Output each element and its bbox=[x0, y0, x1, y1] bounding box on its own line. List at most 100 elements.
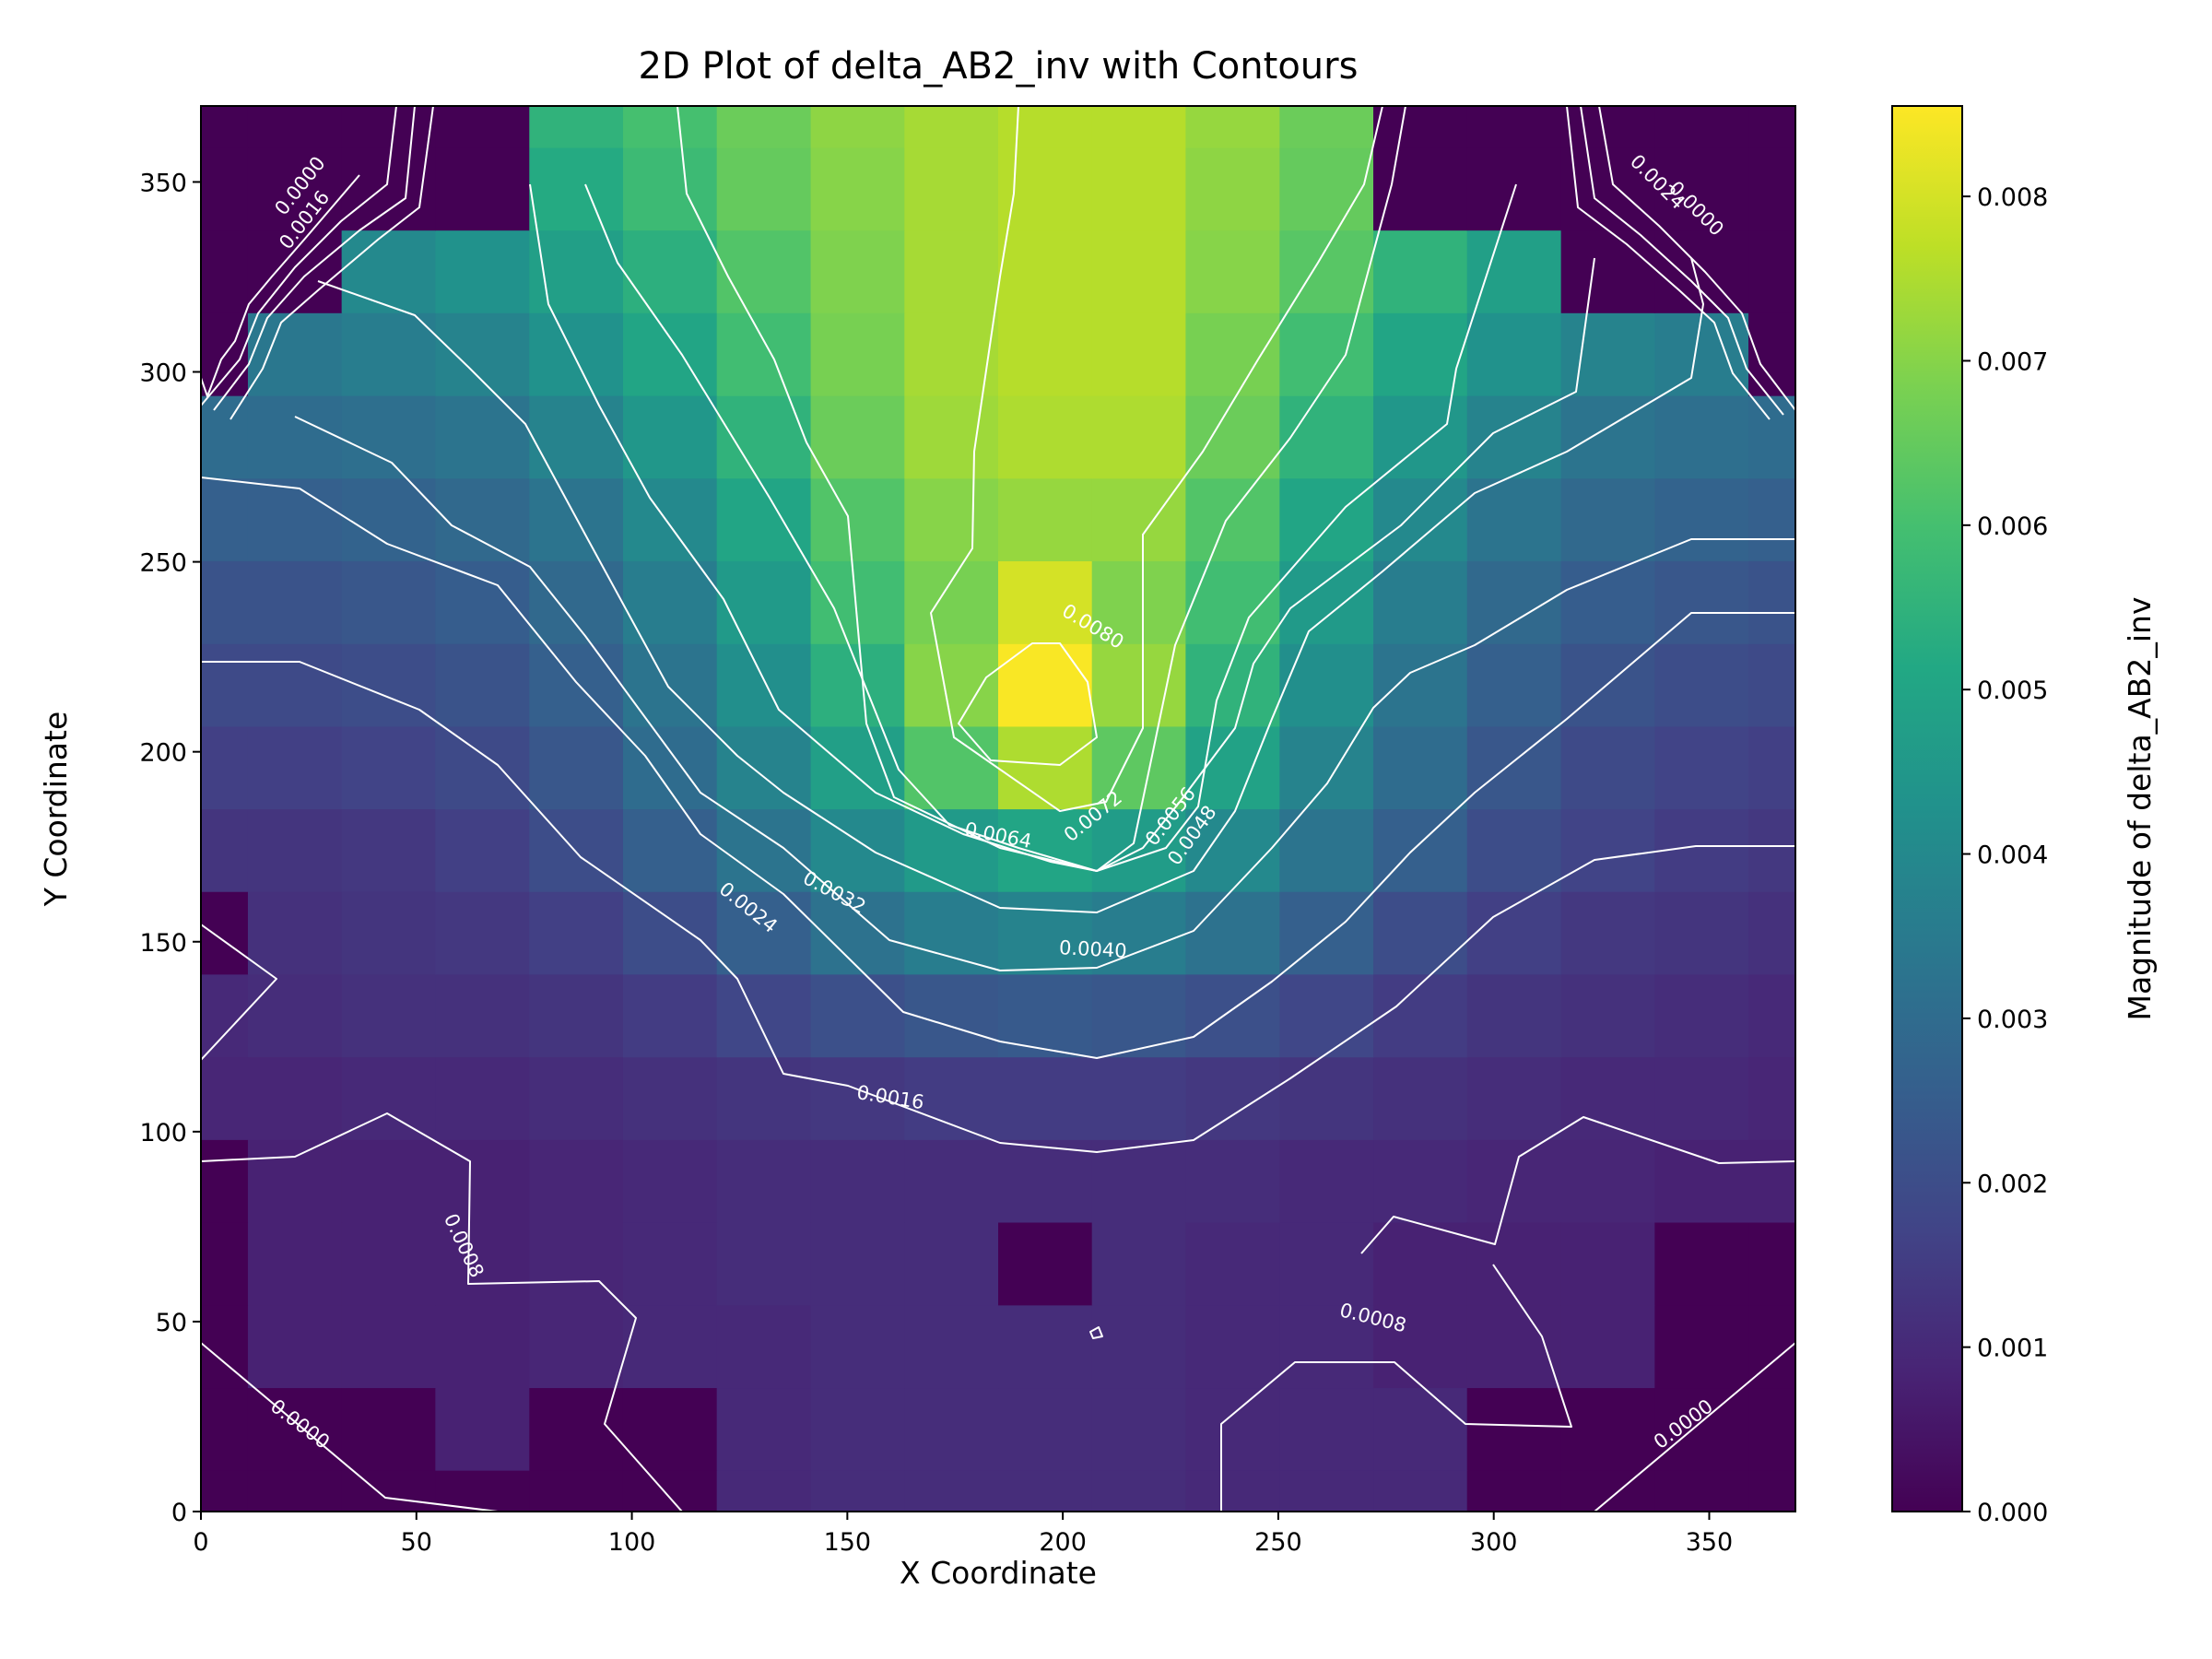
heatmap-cell bbox=[1466, 229, 1562, 313]
colorbar-tick-label: 0.003 bbox=[1977, 1006, 2048, 1034]
heatmap-cell bbox=[1748, 643, 1795, 727]
y-tick-label: 200 bbox=[139, 739, 187, 768]
heatmap-cell bbox=[998, 560, 1093, 644]
heatmap-cell bbox=[1466, 1056, 1562, 1140]
heatmap-cell bbox=[904, 808, 999, 892]
heatmap-cell bbox=[529, 106, 624, 148]
heatmap-cell bbox=[904, 1470, 999, 1512]
colorbar bbox=[1891, 105, 1963, 1512]
heatmap-cell bbox=[810, 106, 905, 148]
heatmap-cell bbox=[1560, 808, 1655, 892]
heatmap-cell bbox=[1748, 229, 1795, 313]
heatmap-cell bbox=[341, 1221, 436, 1306]
heatmap-cell bbox=[1373, 395, 1468, 479]
heatmap-cell bbox=[341, 229, 436, 313]
heatmap-cell bbox=[201, 643, 249, 727]
heatmap-cell bbox=[1185, 808, 1280, 892]
heatmap-cell bbox=[810, 1470, 905, 1512]
heatmap-cell bbox=[247, 973, 343, 1058]
heatmap-cell bbox=[622, 312, 718, 396]
x-tick-label: 200 bbox=[1039, 1528, 1087, 1557]
y-tick-label: 50 bbox=[156, 1309, 187, 1337]
colorbar-tick-label: 0.007 bbox=[1977, 347, 2048, 376]
contour-line-0.0000 bbox=[201, 1342, 499, 1512]
heatmap-cell bbox=[1748, 1056, 1795, 1140]
heatmap-cell bbox=[341, 395, 436, 479]
heatmap-cell bbox=[1279, 643, 1374, 727]
heatmap-cell bbox=[1560, 1056, 1655, 1140]
heatmap-cell bbox=[904, 643, 999, 727]
heatmap-cell bbox=[716, 973, 812, 1058]
heatmap-cell bbox=[529, 312, 624, 396]
heatmap-cell bbox=[1185, 229, 1280, 313]
heatmap-cell bbox=[1091, 1387, 1186, 1471]
y-axis-label: Y Coordinate bbox=[38, 712, 74, 908]
heatmap-cell bbox=[247, 477, 343, 561]
heatmap-cell bbox=[1185, 395, 1280, 479]
heatmap-cell bbox=[716, 395, 812, 479]
heatmap-cell bbox=[529, 147, 624, 231]
heatmap-cell bbox=[341, 477, 436, 561]
heatmap-cell bbox=[998, 1304, 1093, 1389]
heatmap-cell bbox=[1748, 560, 1795, 644]
heatmap-cell bbox=[716, 1139, 812, 1223]
heatmap-cell bbox=[622, 1139, 718, 1223]
heatmap-cell bbox=[904, 1387, 999, 1471]
heatmap-cell bbox=[810, 725, 905, 810]
heatmap-cell bbox=[247, 395, 343, 479]
heatmap-cell bbox=[716, 1304, 812, 1389]
heatmap-cell bbox=[622, 1387, 718, 1471]
heatmap-cell bbox=[435, 1056, 530, 1140]
heatmap-cell bbox=[1373, 147, 1468, 231]
heatmap-cell bbox=[810, 477, 905, 561]
heatmap-cell bbox=[1091, 1221, 1186, 1306]
heatmap-cell bbox=[1279, 106, 1374, 148]
heatmap-cell bbox=[998, 229, 1093, 313]
heatmap-cell bbox=[1466, 808, 1562, 892]
contour-line-0.0000 bbox=[201, 106, 397, 406]
heatmap-cell bbox=[1091, 1139, 1186, 1223]
heatmap-cell bbox=[810, 395, 905, 479]
heatmap-cell bbox=[201, 891, 249, 975]
heatmap-cell bbox=[1466, 312, 1562, 396]
heatmap-cell bbox=[341, 1139, 436, 1223]
heatmap-cell bbox=[716, 147, 812, 231]
contour-line-0.0024 bbox=[1566, 106, 1771, 420]
heatmap-cell bbox=[1748, 106, 1795, 148]
heatmap-cell bbox=[810, 1387, 905, 1471]
heatmap-cell bbox=[1748, 1304, 1795, 1389]
heatmap-cell bbox=[1185, 1221, 1280, 1306]
heatmap-cell bbox=[904, 1221, 999, 1306]
heatmap-cell bbox=[529, 1221, 624, 1306]
heatmap-cell bbox=[341, 147, 436, 231]
chart-title: 2D Plot of delta_AB2_inv with Contours bbox=[639, 45, 1359, 88]
heatmap-cell bbox=[247, 808, 343, 892]
heatmap-cell bbox=[201, 560, 249, 644]
heatmap-cell bbox=[529, 395, 624, 479]
colorbar-ticks: 0.000 0.001 0.002 0.003 0.004 0.005 0.006 0.007… bbox=[1962, 183, 2048, 1527]
heatmap-cell bbox=[201, 808, 249, 892]
heatmap-cell bbox=[1091, 973, 1186, 1058]
heatmap-cell bbox=[1748, 1470, 1795, 1512]
heatmap-cell bbox=[247, 106, 343, 148]
heatmap-cell bbox=[529, 973, 624, 1058]
heatmap-cell bbox=[1373, 891, 1468, 975]
heatmap-cell bbox=[1654, 1139, 1749, 1223]
heatmap-cell bbox=[1373, 1139, 1468, 1223]
heatmap-cell bbox=[1185, 312, 1280, 396]
heatmap-cell bbox=[622, 1304, 718, 1389]
heatmap-cell bbox=[1091, 147, 1186, 231]
colorbar-tick-label: 0.001 bbox=[1977, 1335, 2048, 1363]
heatmap-cell bbox=[1185, 147, 1280, 231]
heatmap-cell bbox=[1279, 1056, 1374, 1140]
heatmap-cell bbox=[1091, 395, 1186, 479]
heatmap-cell bbox=[435, 560, 530, 644]
heatmap-cell bbox=[716, 229, 812, 313]
heatmap-cell bbox=[529, 229, 624, 313]
heatmap-cell bbox=[1654, 973, 1749, 1058]
heatmap-cell bbox=[716, 808, 812, 892]
heatmap-cell bbox=[1654, 1304, 1749, 1389]
colorbar-tick-label: 0.008 bbox=[1977, 183, 2048, 212]
heatmap-cell bbox=[1748, 395, 1795, 479]
